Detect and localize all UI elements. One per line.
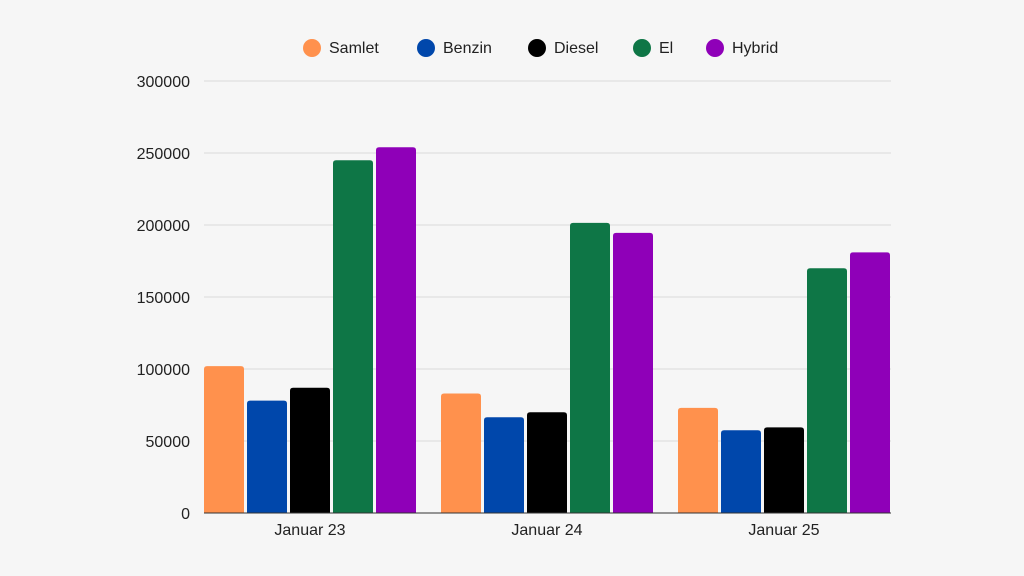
legend-swatch (303, 39, 321, 57)
legend-label: Hybrid (732, 40, 778, 57)
y-tick-label: 50000 (146, 434, 191, 451)
legend-swatch (706, 39, 724, 57)
legend-label: El (659, 40, 673, 57)
legend-item-samlet[interactable]: Samlet (303, 39, 379, 57)
legend-swatch (528, 39, 546, 57)
y-axis-ticks: 0 50000 100000 150000 200000 250000 300000 (137, 74, 190, 523)
bar-hybrid-3 (850, 252, 890, 514)
legend-swatch (633, 39, 651, 57)
x-tick-label: Januar 25 (748, 522, 819, 539)
y-tick-label: 250000 (137, 146, 190, 163)
legend-item-el[interactable]: El (633, 39, 673, 57)
bar-diesel-3 (764, 427, 804, 513)
y-tick-label: 150000 (137, 290, 190, 307)
legend-item-hybrid[interactable]: Hybrid (706, 39, 778, 57)
chart-legend: Samlet Benzin Diesel El Hybrid (303, 39, 778, 57)
bar-hybrid-2 (613, 232, 653, 514)
bar-diesel-1 (290, 387, 330, 513)
legend-label: Benzin (443, 40, 492, 57)
chart-bars (204, 147, 890, 514)
bar-benzin-2 (484, 417, 524, 513)
y-tick-label: 0 (181, 506, 190, 523)
y-tick-label: 100000 (137, 362, 190, 379)
legend-item-diesel[interactable]: Diesel (528, 39, 598, 57)
x-axis-ticks: Januar 23 Januar 24 Januar 25 (274, 522, 819, 539)
x-tick-label: Januar 24 (511, 522, 582, 539)
bar-el-3 (807, 268, 847, 513)
x-tick-label: Januar 23 (274, 522, 345, 539)
bar-el-2 (570, 222, 610, 513)
bar-samlet-3 (678, 407, 718, 513)
y-tick-label: 300000 (137, 74, 190, 91)
chart-gridlines (204, 80, 891, 442)
bar-benzin-1 (247, 400, 287, 513)
bar-diesel-2 (527, 412, 567, 513)
legend-swatch (417, 39, 435, 57)
bar-el-1 (333, 160, 373, 513)
bar-samlet-1 (204, 366, 244, 513)
bar-benzin-3 (721, 430, 761, 513)
legend-label: Samlet (329, 40, 379, 57)
bar-samlet-2 (441, 393, 481, 513)
legend-label: Diesel (554, 40, 598, 57)
y-tick-label: 200000 (137, 218, 190, 235)
bar-hybrid-1 (376, 147, 416, 514)
legend-item-benzin[interactable]: Benzin (417, 39, 492, 57)
